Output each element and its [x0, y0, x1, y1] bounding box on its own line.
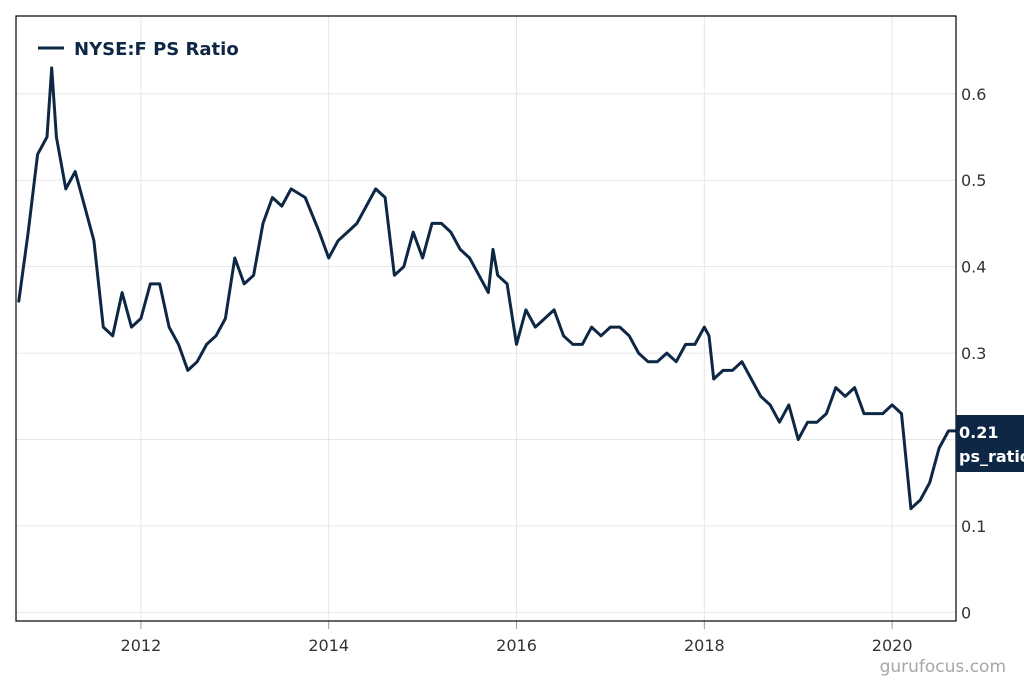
x-tick-label: 2016	[496, 636, 537, 655]
legend[interactable]: NYSE:F PS Ratio	[38, 39, 239, 60]
x-tick-label: 2014	[308, 636, 349, 655]
y-tick-label: 0.5	[961, 171, 986, 190]
watermark: gurufocus.com	[880, 657, 1006, 677]
last-value-flag-bg	[956, 415, 1024, 472]
plot-area-border	[15, 15, 957, 622]
legend-label: NYSE:F PS Ratio	[74, 39, 239, 60]
y-tick-label: 0.4	[961, 258, 986, 277]
x-tick-label: 2018	[684, 636, 725, 655]
last-value-label: ps_ratio	[959, 447, 1024, 466]
x-tick-label: 2020	[872, 636, 913, 655]
y-tick-label: 0.3	[961, 344, 986, 363]
y-tick-label: 0.6	[961, 85, 986, 104]
y-tick-label: 0	[961, 603, 971, 622]
series-line-0[interactable]	[17, 66, 958, 511]
x-tick-label: 2012	[121, 636, 162, 655]
grid-lines	[16, 16, 956, 629]
last-value-flag: 0.21 ps_ratio	[956, 415, 1024, 472]
last-value-text: 0.21	[959, 423, 998, 442]
series-layer	[17, 66, 958, 511]
y-tick-label: 0.1	[961, 517, 986, 536]
